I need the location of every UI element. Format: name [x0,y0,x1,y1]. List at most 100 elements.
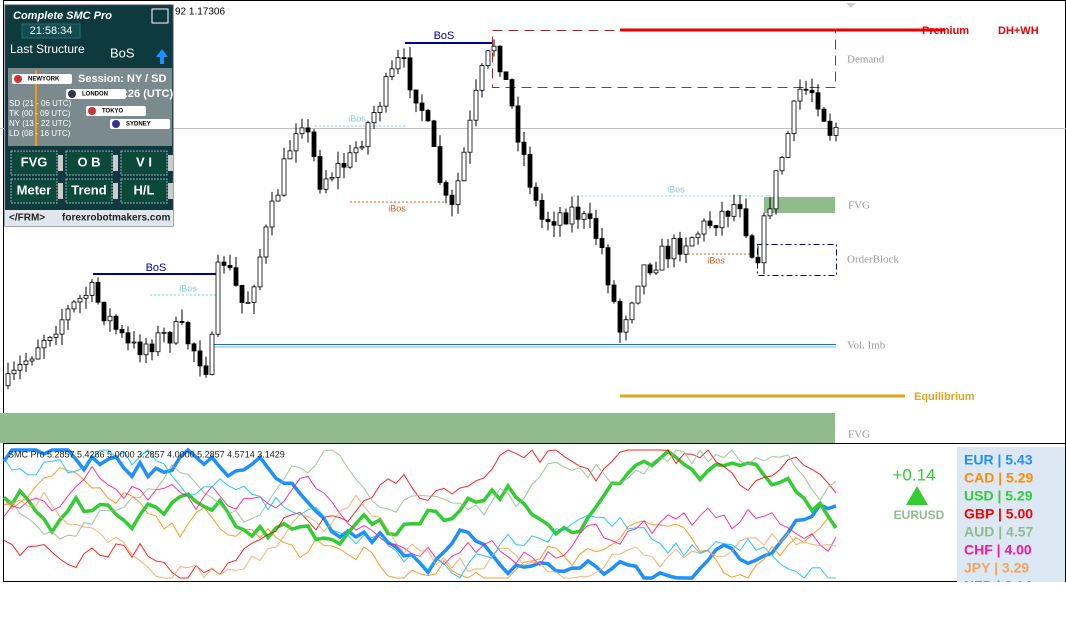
candle-body [545,218,551,223]
candle-body [197,350,203,367]
candle-body [71,301,77,310]
candle-body [269,200,275,228]
candle-body [677,238,683,255]
candle-body [173,321,179,344]
candle-body [575,206,581,220]
candle-body [257,256,263,288]
candle-body [599,238,605,249]
panel-button[interactable] [65,178,113,204]
candle-body [623,319,629,333]
ibos-label: iBos [388,203,406,213]
panel-button[interactable] [10,178,58,204]
candle-body [89,282,95,296]
button-label[interactable]: Meter [17,182,52,197]
strength-row: CHF | 4.00 [964,542,1032,558]
fullscreen-button[interactable] [151,8,169,24]
candle-body [293,133,299,152]
candle-body [233,267,239,286]
candle-body [323,178,329,190]
candle-body [359,146,365,149]
button-label[interactable]: O B [77,154,100,169]
orderblock-zone [757,244,837,276]
demand-zone [492,30,836,88]
city-badge [86,106,146,116]
candle-body [515,105,521,143]
pair-change: +0.14 [892,465,935,484]
indicator-pane [2,447,838,580]
candle-body [797,88,803,102]
ibos-label: iBos [179,283,197,293]
fvg-zone [0,413,835,443]
candle-body [365,122,371,148]
bos-label: BoS [434,30,455,42]
candle-body [125,332,131,344]
panel-title: Complete SMC Pro [13,10,112,22]
pair-arrow [906,486,928,505]
candle-body [179,321,185,323]
button-label[interactable]: Trend [71,182,106,197]
candle-body [485,50,491,66]
candle-body [803,88,809,91]
button-label[interactable]: H/L [134,182,155,197]
clock: 21:58:34 [30,25,73,37]
cities: NEWYORK LONDON TOKYO SYDNEY [12,74,170,129]
candle-body [5,373,11,387]
session-hours-row: LD (08 - 16 UTC) [9,129,71,138]
candle-body [719,210,725,229]
candle-body [815,92,821,110]
session-hours-row: TK (00 - 09 UTC) [9,109,71,118]
candle-body [11,369,17,375]
panel-button[interactable] [120,178,168,204]
footer-site: forexrobotmakers.com [62,213,170,224]
bos-label: BoS [146,262,167,274]
candle-body [311,131,317,157]
candle-body [701,220,707,235]
candle-body [713,225,719,229]
candle-body [737,204,743,210]
candle-body [35,347,41,360]
candle-body [317,156,323,190]
candle-body [551,221,557,226]
candle-body [65,308,71,321]
session: Session: NY / SD [78,73,166,85]
candle-body [653,269,659,274]
candle-body [449,194,455,205]
candle-body [635,285,641,304]
button-handle [58,183,63,199]
candle-body [509,79,515,107]
candle-body [455,180,461,205]
candle-body [605,247,611,286]
candle-body [371,112,377,124]
candle-body [731,204,737,217]
panel-button[interactable] [65,150,113,176]
candle-body [755,256,761,264]
strength-line [2,447,837,580]
clock-box [21,23,81,39]
button-label[interactable]: FVG [21,154,48,169]
strength-line [3,449,837,579]
candle-body [689,237,695,247]
strength-line [2,449,838,547]
city-badge [66,89,126,99]
candle-body [137,341,143,356]
pair-symbol: EURUSD [894,508,945,522]
panel-button[interactable] [120,150,168,176]
candle-body [497,45,503,73]
candle-body [437,146,443,183]
candle-body [155,332,161,353]
candle-body [467,119,473,153]
candle-body [215,261,221,335]
candle-body [113,315,119,330]
candle-body [581,213,587,220]
strength-bg [957,447,1065,582]
smc-panel: Complete SMC Pro 21:58:34 Last Structure… [4,4,174,227]
button-label[interactable]: V I [136,154,152,169]
city-badge [12,74,72,84]
candle-body [395,57,401,70]
candle-body [569,206,575,225]
panel-button[interactable] [10,150,58,176]
candle-body [281,158,287,196]
session-hours: SD (21 - 06 UTC)TK (00 - 09 UTC)NY (13 -… [9,99,72,138]
session-hours-row: NY (13 - 22 UTC) [9,119,71,128]
candle-body [191,343,197,352]
